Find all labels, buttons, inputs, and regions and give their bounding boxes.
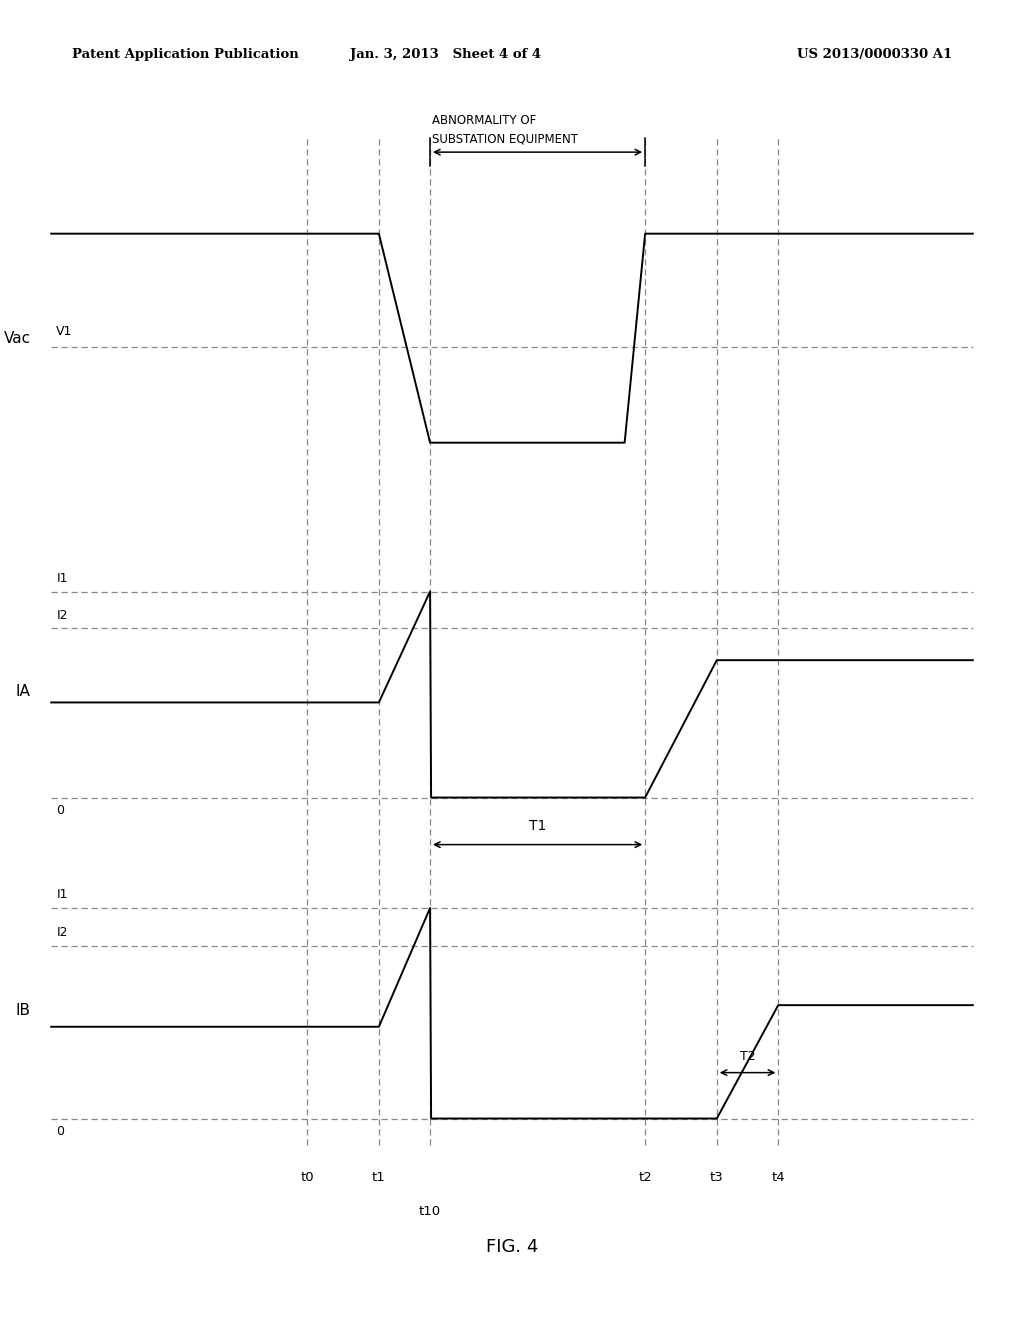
Text: FIG. 4: FIG. 4	[485, 1238, 539, 1257]
Text: 0: 0	[56, 804, 65, 817]
Text: T2: T2	[739, 1051, 756, 1064]
Text: Patent Application Publication: Patent Application Publication	[72, 48, 298, 61]
Text: 0: 0	[56, 1126, 65, 1138]
Text: t1: t1	[372, 1171, 386, 1184]
Text: IA: IA	[15, 684, 31, 700]
Text: I1: I1	[56, 888, 68, 902]
Text: t3: t3	[710, 1171, 724, 1184]
Text: I2: I2	[56, 925, 68, 939]
Text: t10: t10	[419, 1205, 441, 1218]
Text: ABNORMALITY OF: ABNORMALITY OF	[432, 114, 537, 127]
Text: T1: T1	[529, 820, 546, 833]
Text: t2: t2	[638, 1171, 652, 1184]
Text: Jan. 3, 2013   Sheet 4 of 4: Jan. 3, 2013 Sheet 4 of 4	[350, 48, 541, 61]
Text: IB: IB	[15, 1003, 31, 1018]
Text: t0: t0	[300, 1171, 314, 1184]
Text: US 2013/0000330 A1: US 2013/0000330 A1	[797, 48, 952, 61]
Text: t4: t4	[771, 1171, 785, 1184]
Text: I1: I1	[56, 572, 68, 585]
Text: Vac: Vac	[4, 331, 31, 346]
Text: I2: I2	[56, 609, 68, 622]
Text: V1: V1	[56, 325, 73, 338]
Text: SUBSTATION EQUIPMENT: SUBSTATION EQUIPMENT	[432, 132, 579, 145]
